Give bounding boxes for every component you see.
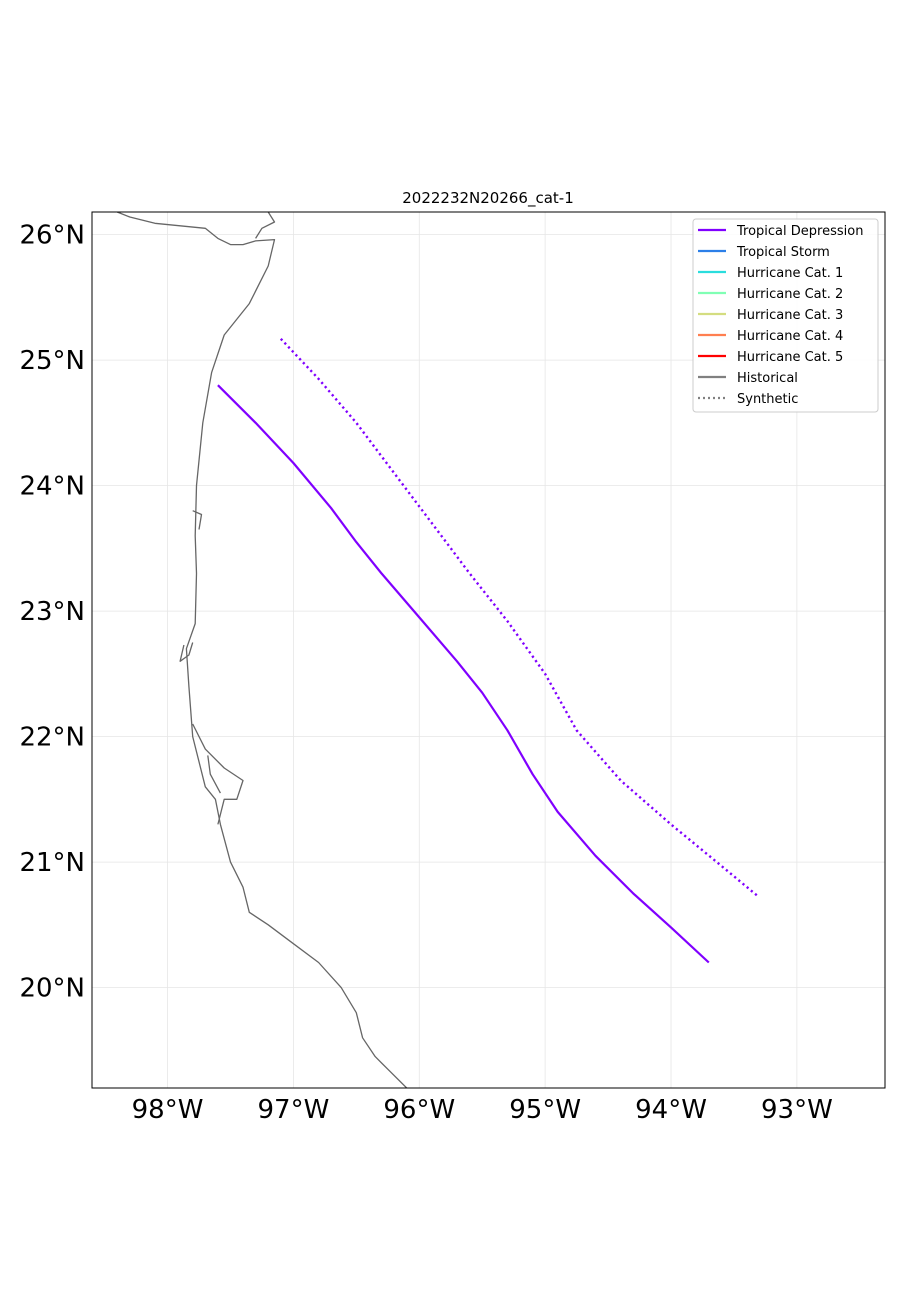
legend-label: Historical [737,371,798,386]
legend-label: Hurricane Cat. 3 [737,308,843,323]
coastline-segment [192,510,203,530]
coastline-segment [179,642,194,662]
coastline-segment [207,755,221,794]
coastline-segment [255,212,276,239]
legend-label: Hurricane Cat. 5 [737,350,843,365]
y-tick-label: 23°N [19,597,85,627]
coastline [116,212,408,1088]
legend-label: Hurricane Cat. 2 [737,287,843,302]
x-tick-label: 96°W [383,1095,455,1125]
track-synthetic [279,337,760,899]
y-tick-label: 26°N [19,221,85,251]
legend-label: Synthetic [737,392,798,407]
legend-label: Tropical Storm [736,245,830,260]
map-title: 2022232N20266_cat-1 [402,189,574,208]
x-tick-label: 97°W [257,1095,329,1125]
legend-label: Tropical Depression [736,224,863,239]
y-tick-label: 25°N [19,346,85,376]
coastline-segment [116,212,408,1088]
storm-tracks [217,337,760,964]
y-tick-label: 20°N [19,974,85,1004]
x-tick-label: 95°W [509,1095,581,1125]
legend-box [692,218,879,413]
y-tick-label: 24°N [19,472,85,502]
coastline-segment [192,723,244,825]
x-tick-label: 93°W [761,1095,833,1125]
y-tick-label: 21°N [19,848,85,878]
y-tick-label: 22°N [19,723,85,753]
x-tick-label: 98°W [132,1095,204,1125]
track-historical [217,384,710,964]
plot-frame [91,211,886,1089]
legend-label: Hurricane Cat. 4 [737,329,843,344]
legend: Tropical Depression Tropical Storm Hurrica… [692,218,879,413]
legend-label: Hurricane Cat. 1 [737,266,843,281]
x-tick-label: 94°W [635,1095,707,1125]
